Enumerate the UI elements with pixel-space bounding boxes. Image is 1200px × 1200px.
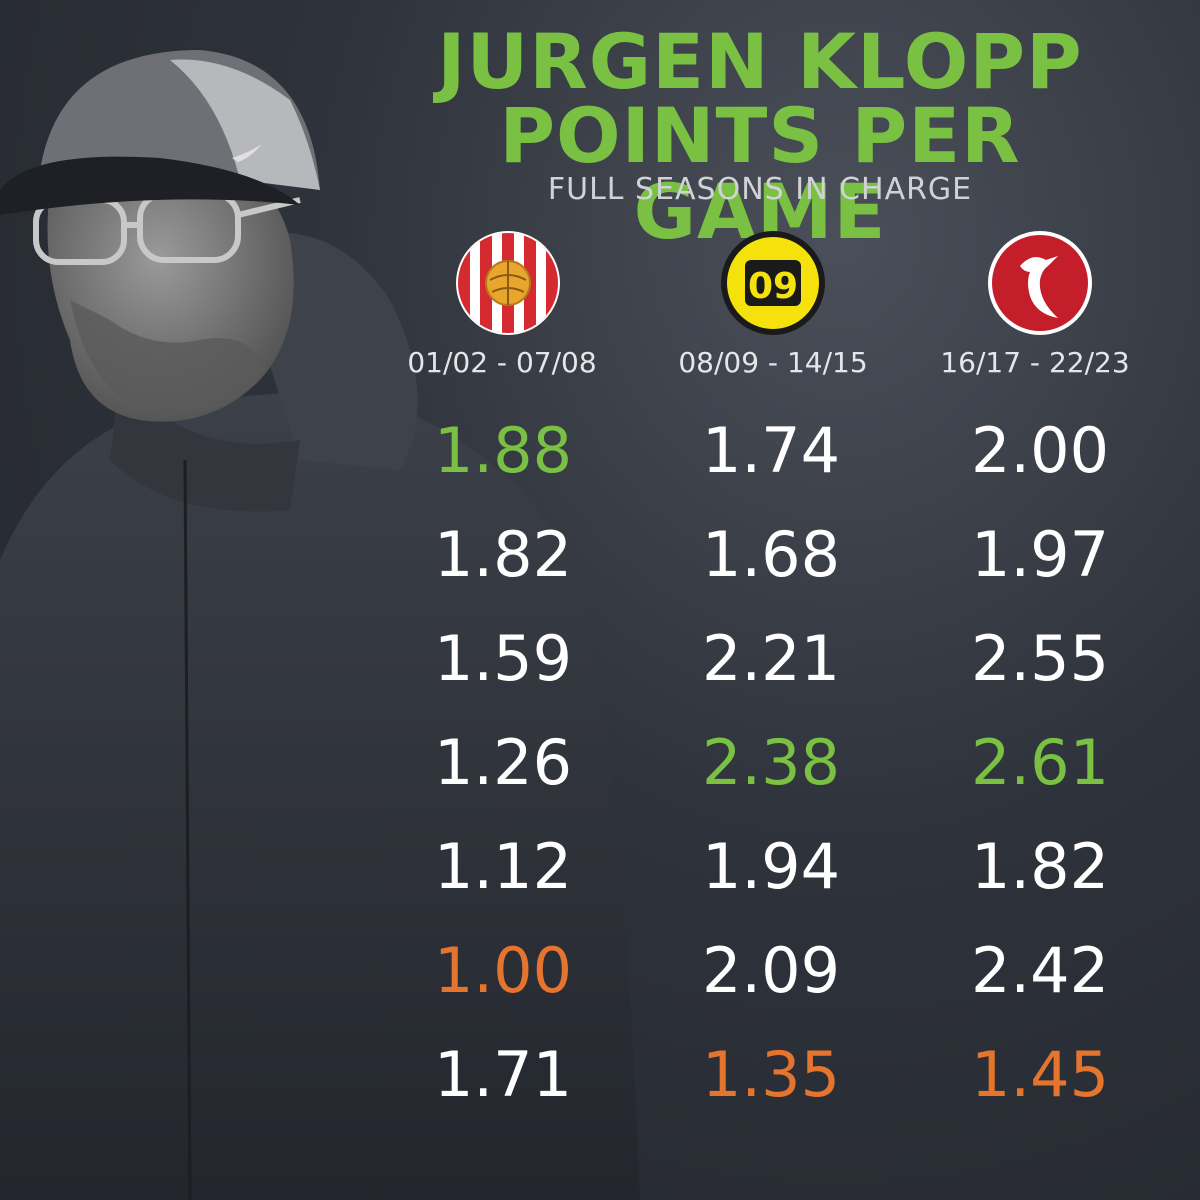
ppg-value: 2.00 <box>970 414 1110 487</box>
ppg-value: 1.26 <box>433 726 573 799</box>
ppg-value: 2.21 <box>701 622 841 695</box>
ppg-value: 1.97 <box>970 518 1110 591</box>
period-liverpool: 16/17 - 22/23 <box>940 346 1130 379</box>
ppg-value: 2.38 <box>701 726 841 799</box>
ppg-value: 1.12 <box>433 830 573 903</box>
ppg-value: 1.71 <box>433 1038 573 1111</box>
subtitle: FULL SEASONS IN CHARGE <box>547 172 973 207</box>
ppg-value: 1.00 <box>433 934 573 1007</box>
dortmund-09-crest-icon: 09 <box>721 231 825 335</box>
ppg-value: 1.59 <box>433 622 573 695</box>
period-dortmund: 08/09 - 14/15 <box>678 346 868 379</box>
ppg-value: 1.74 <box>701 414 841 487</box>
ppg-value: 1.82 <box>433 518 573 591</box>
ppg-value: 1.94 <box>701 830 841 903</box>
mainz-crest-icon <box>456 231 560 335</box>
ppg-value: 2.61 <box>970 726 1110 799</box>
ppg-value: 2.42 <box>970 934 1110 1007</box>
dortmund-09-text: 09 <box>748 266 798 307</box>
liverpool-liverbird-crest-icon <box>988 231 1092 335</box>
coach-photo-icon <box>0 50 640 1200</box>
ppg-value: 1.35 <box>701 1038 841 1111</box>
ppg-value: 1.88 <box>433 414 573 487</box>
ppg-value: 2.55 <box>970 622 1110 695</box>
ppg-value: 2.09 <box>701 934 841 1007</box>
ppg-value: 1.82 <box>970 830 1110 903</box>
ppg-value: 1.45 <box>970 1038 1110 1111</box>
ppg-value: 1.68 <box>701 518 841 591</box>
period-mainz: 01/02 - 07/08 <box>407 346 597 379</box>
title-line-2: POINTS PER GAME <box>499 91 1021 256</box>
title-line-1: JURGEN KLOPP <box>437 17 1083 106</box>
